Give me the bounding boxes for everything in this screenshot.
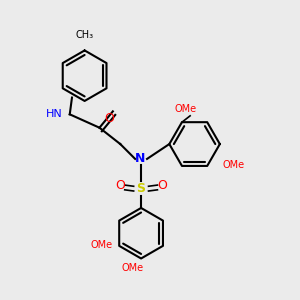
Text: OMe: OMe — [175, 104, 197, 114]
Text: OMe: OMe — [91, 240, 113, 250]
Text: O: O — [104, 112, 114, 125]
Text: OMe: OMe — [223, 160, 245, 170]
Text: O: O — [115, 179, 125, 192]
Text: N: N — [134, 152, 145, 165]
Text: OMe: OMe — [121, 263, 143, 273]
Text: S: S — [136, 182, 146, 195]
Text: O: O — [157, 179, 167, 192]
Text: CH₃: CH₃ — [76, 30, 94, 40]
Text: HN: HN — [46, 109, 62, 119]
